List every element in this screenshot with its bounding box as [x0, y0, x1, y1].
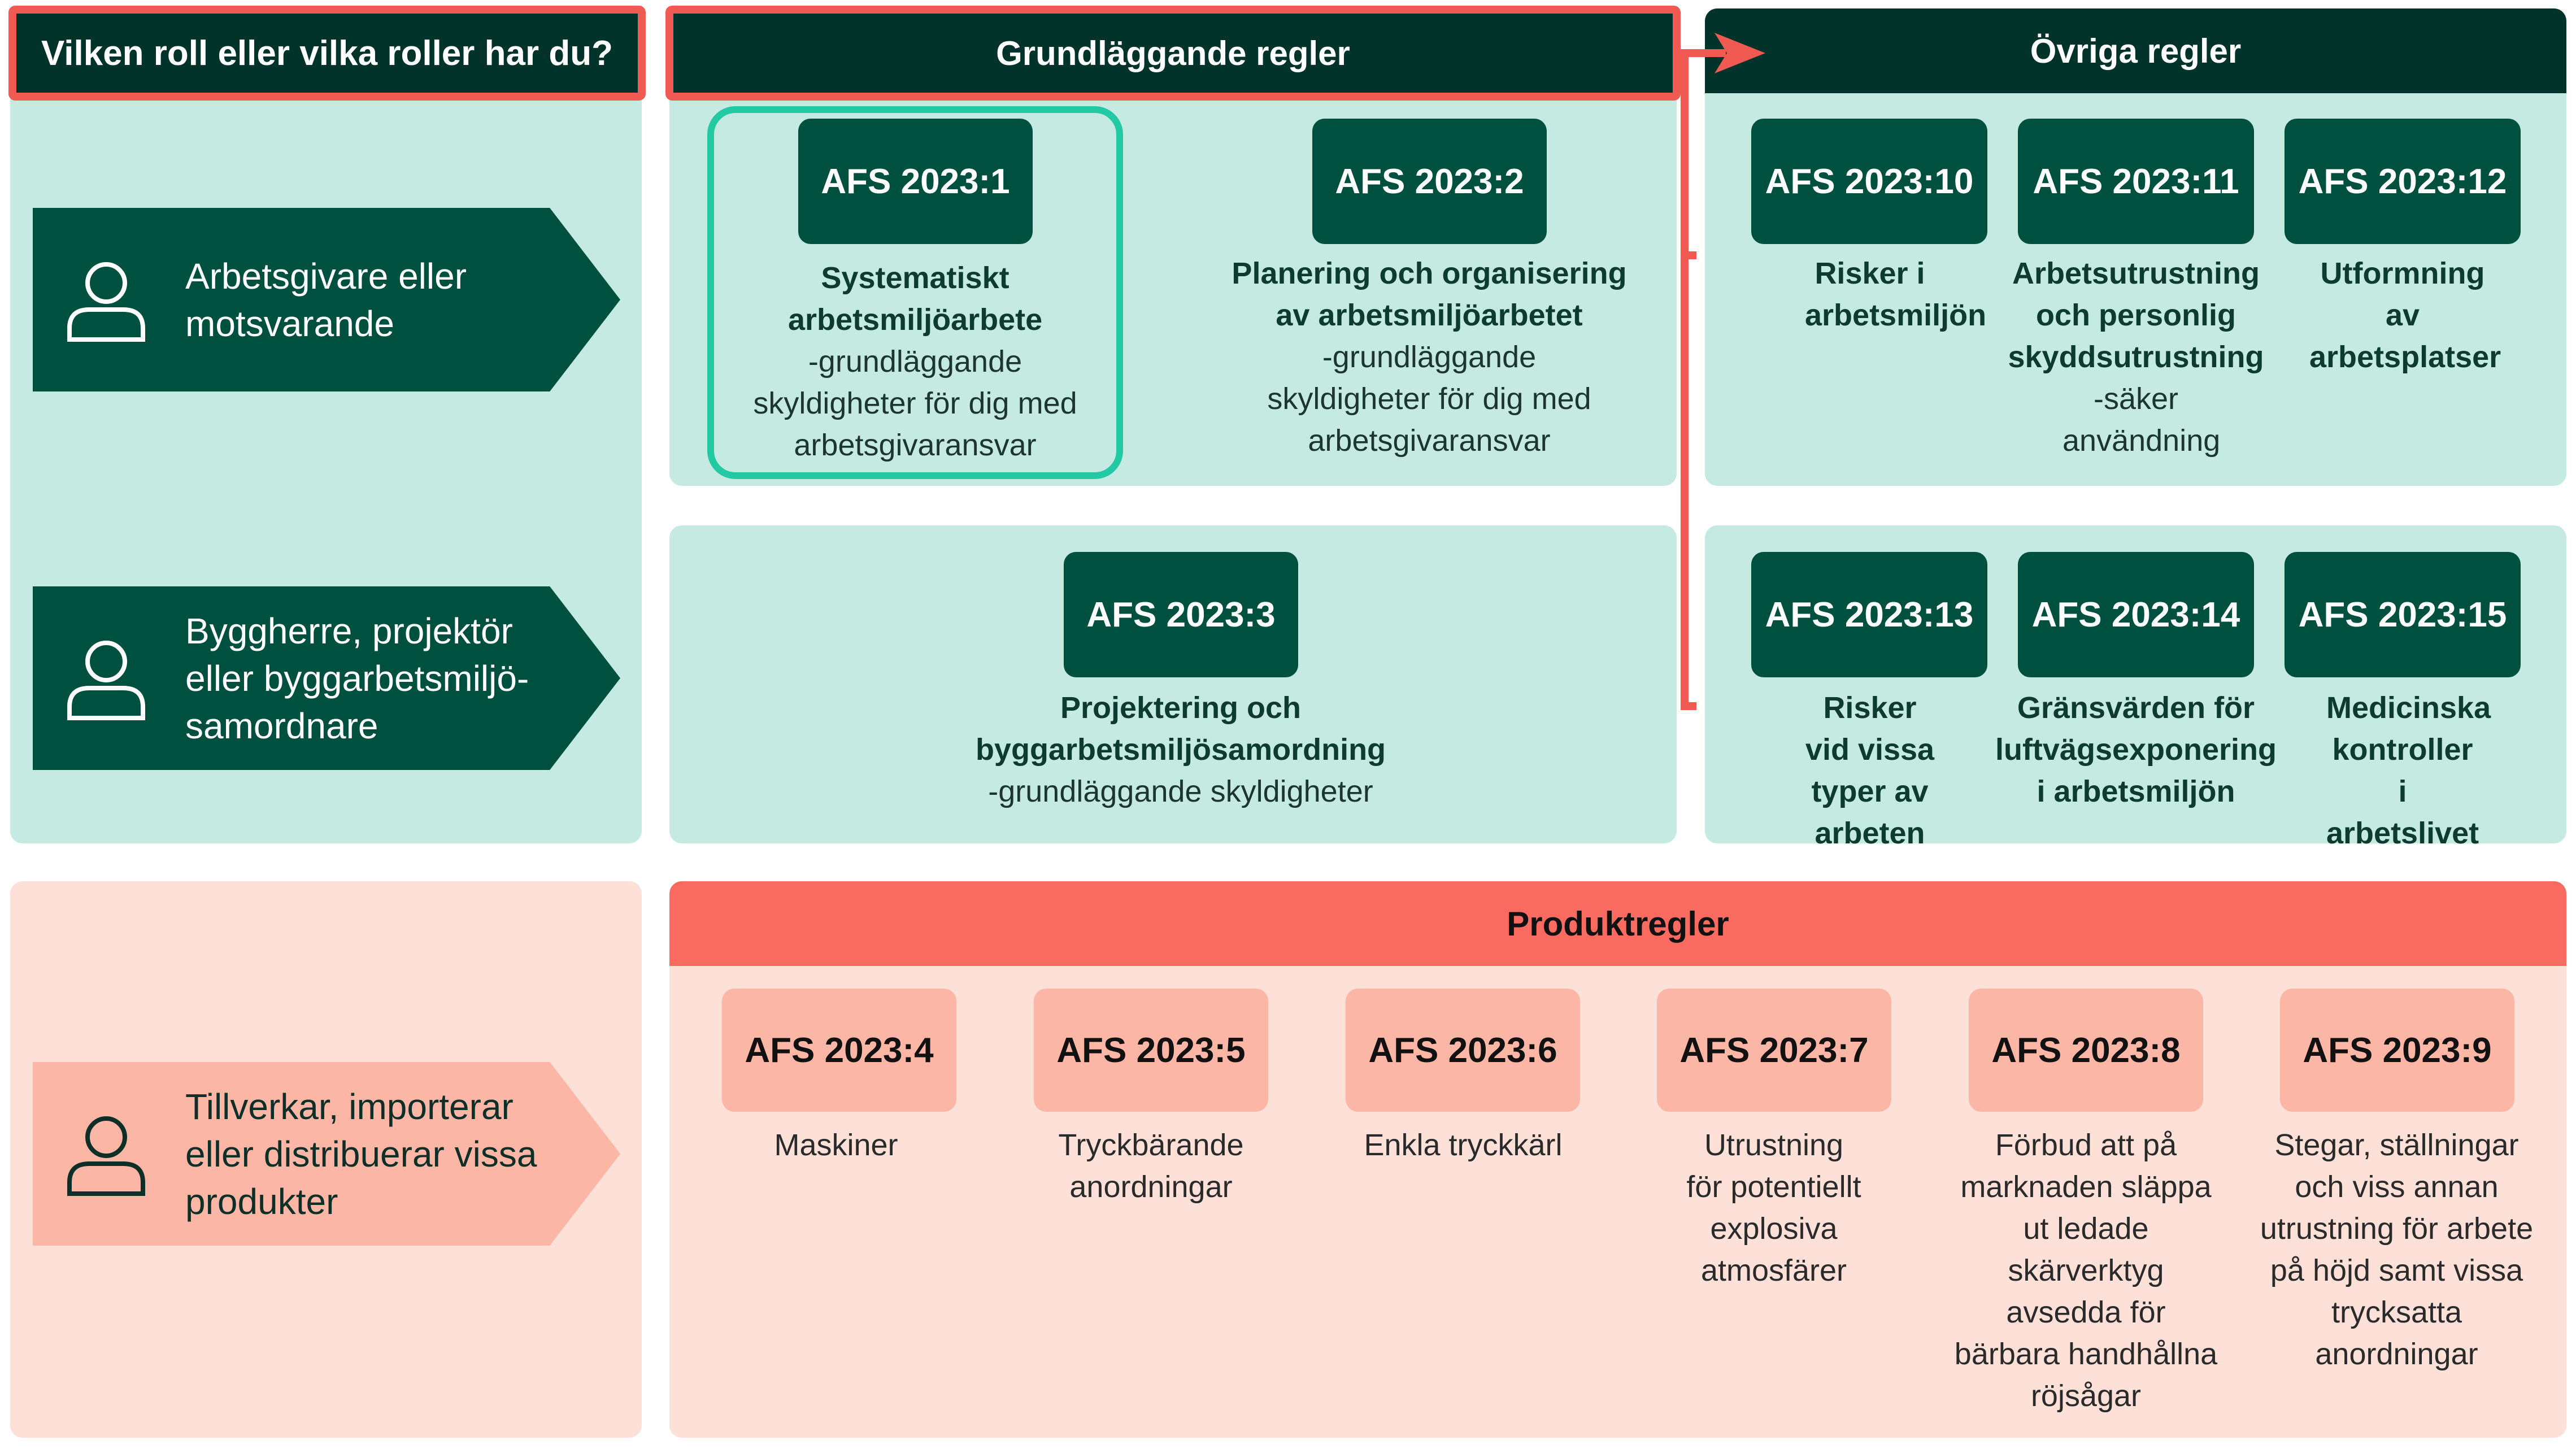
- desc-note: -grundläggande skyldigheter: [988, 774, 1373, 808]
- desc-title: Risker i arbetsmiljön: [1805, 256, 1987, 332]
- desc-title: Planering och organisering av arbetsmilj…: [1232, 256, 1627, 332]
- connector-tick-1: [1681, 251, 1696, 259]
- ovriga-title: Övriga regler: [2030, 32, 2242, 70]
- desc-afs-2023-5: Tryckbärande anordningar: [1058, 1128, 1244, 1204]
- connector-arrow-head: [1715, 33, 1765, 73]
- desc-afs-2023-9: Stegar, ställningar och viss annan utrus…: [2260, 1128, 2534, 1371]
- badge-afs-2023-9[interactable]: AFS 2023:9: [2280, 989, 2514, 1112]
- produkt-title: Produktregler: [1507, 904, 1729, 943]
- question-header-frame: Vilken roll eller vilka roller har du?: [8, 6, 646, 101]
- desc-afs-2023-14: Gränsvärden för luftvägsexponering i arb…: [1989, 687, 2283, 812]
- desc-afs-2023-4: Maskiner: [774, 1128, 898, 1162]
- badge-afs-2023-7[interactable]: AFS 2023:7: [1657, 989, 1891, 1112]
- badge-afs-2023-15[interactable]: AFS 2023:15: [2285, 552, 2521, 677]
- ovriga-header: Övriga regler: [1705, 8, 2566, 93]
- connector-line-vertical: [1681, 49, 1689, 710]
- badge-afs-2023-8[interactable]: AFS 2023:8: [1969, 989, 2203, 1112]
- produkt-panel: [669, 881, 2566, 1438]
- role-arrow-employer[interactable]: Arbetsgivare eller motsvarande: [33, 208, 620, 391]
- desc-title: Gränsvärden för luftvägsexponering i arb…: [1995, 691, 2277, 808]
- desc-afs-2023-11: Arbetsutrustning och personlig skyddsutr…: [2000, 253, 2272, 462]
- grundlaggande-header: Grundläggande regler: [673, 14, 1673, 93]
- role-label-employer: Arbetsgivare eller motsvarande: [185, 255, 467, 344]
- produkt-header: Produktregler: [669, 881, 2566, 966]
- desc-afs-2023-1: Systematiskt arbetsmiljöarbete -grundläg…: [720, 257, 1110, 466]
- desc-note: -grundläggande skyldigheter för dig med …: [1267, 340, 1591, 458]
- desc-afs-2023-2: Planering och organisering av arbetsmilj…: [1215, 253, 1644, 462]
- badge-afs-2023-11[interactable]: AFS 2023:11: [2018, 119, 2254, 244]
- desc-title: Utformning av arbetsplatser: [2309, 256, 2501, 374]
- badge-afs-2023-4[interactable]: AFS 2023:4: [722, 989, 956, 1112]
- grundlaggande-title: Grundläggande regler: [996, 34, 1350, 72]
- desc-title: Arbetsutrustning och personlig skyddsutr…: [2008, 256, 2264, 374]
- desc-afs-2023-15: Medicinska kontroller i arbetslivet: [2292, 687, 2513, 854]
- question-header: Vilken roll eller vilka roller har du?: [16, 14, 638, 93]
- desc-afs-2023-8: Förbud att på marknaden släppa ut ledade…: [1954, 1128, 2218, 1413]
- desc-afs-2023-6: Enkla tryckkärl: [1364, 1128, 1563, 1162]
- badge-afs-2023-10[interactable]: AFS 2023:10: [1751, 119, 1987, 244]
- desc-afs-2023-13: Risker vid vissa typer av arbeten: [1760, 687, 1980, 854]
- badge-afs-2023-3[interactable]: AFS 2023:3: [1064, 552, 1298, 677]
- desc-title: Medicinska kontroller i arbetslivet: [2326, 691, 2491, 850]
- badge-afs-2023-14[interactable]: AFS 2023:14: [2018, 552, 2254, 677]
- badge-afs-2023-12[interactable]: AFS 2023:12: [2285, 119, 2521, 244]
- desc-note: -säker användning: [2062, 382, 2221, 458]
- question-text: Vilken roll eller vilka roller har du?: [41, 33, 613, 73]
- role-arrow-byggherre[interactable]: Byggherre, projektör eller byggarbetsmil…: [33, 586, 620, 770]
- badge-afs-2023-2[interactable]: AFS 2023:2: [1312, 119, 1547, 244]
- role-label-byggherre: Byggherre, projektör eller byggarbetsmil…: [185, 610, 529, 746]
- role-arrow-tillverkare[interactable]: Tillverkar, importerar eller distribuera…: [33, 1062, 620, 1246]
- person-icon: [67, 1116, 145, 1196]
- desc-afs-2023-3: Projektering och byggarbetsmiljösamordni…: [955, 687, 1407, 812]
- badge-afs-2023-5[interactable]: AFS 2023:5: [1034, 989, 1268, 1112]
- connector-line-horizontal: [1681, 49, 1726, 57]
- person-icon: [67, 262, 145, 342]
- desc-note: -grundläggande skyldigheter för dig med …: [753, 345, 1077, 462]
- desc-title: Risker vid vissa typer av arbeten: [1805, 691, 1935, 850]
- badge-afs-2023-6[interactable]: AFS 2023:6: [1346, 989, 1580, 1112]
- desc-afs-2023-7: Utrustning för potentiellt explosiva atm…: [1686, 1128, 1861, 1287]
- role-label-tillverkare: Tillverkar, importerar eller distribuera…: [185, 1086, 537, 1222]
- desc-title: Projektering och byggarbetsmiljösamordni…: [975, 691, 1386, 767]
- desc-afs-2023-12: Utformning av arbetsplatser: [2292, 253, 2513, 378]
- desc-title: Systematiskt arbetsmiljöarbete: [788, 261, 1043, 337]
- badge-afs-2023-13[interactable]: AFS 2023:13: [1751, 552, 1987, 677]
- highlight-afs-2023-1: [707, 106, 1123, 479]
- grundlaggande-header-frame: Grundläggande regler: [665, 6, 1681, 101]
- connector-tick-2: [1681, 702, 1696, 710]
- badge-afs-2023-1[interactable]: AFS 2023:1: [798, 119, 1033, 244]
- person-icon: [67, 641, 145, 720]
- desc-afs-2023-10: Risker i arbetsmiljön: [1760, 253, 1987, 336]
